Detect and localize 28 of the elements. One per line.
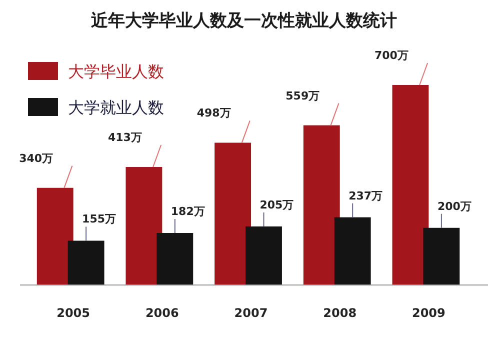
x-tick-label: 2008: [323, 306, 357, 320]
bar: [36, 188, 74, 285]
bar: [334, 217, 371, 285]
data-label: 340万: [19, 152, 54, 165]
bar: [156, 233, 194, 285]
bar: [68, 240, 104, 285]
data-label: 700万: [374, 49, 408, 62]
data-label: 413万: [108, 131, 142, 144]
bar: [246, 226, 282, 285]
x-tick-label: 2006: [145, 306, 179, 320]
data-label: 237万: [348, 189, 383, 202]
x-tick-label: 2005: [56, 306, 90, 320]
chart-title: 近年大学毕业人数及一次性就业人数统计: [90, 11, 397, 31]
data-label: 155万: [82, 212, 116, 226]
data-label: 498万: [196, 106, 231, 120]
data-label: 205万: [260, 198, 294, 212]
bar: [423, 228, 460, 285]
bar: [392, 85, 429, 285]
x-tick-label: 2009: [412, 306, 446, 320]
legend-label: 大学就业人数: [68, 98, 164, 117]
data-label: 182万: [170, 205, 205, 218]
bar: [126, 167, 162, 285]
x-tick-label: 2007: [234, 306, 268, 320]
data-label: 200万: [437, 200, 472, 213]
data-label: 559万: [286, 89, 320, 102]
bar: [303, 125, 340, 285]
legend-label: 大学毕业人数: [68, 62, 164, 81]
bar: [214, 142, 251, 285]
